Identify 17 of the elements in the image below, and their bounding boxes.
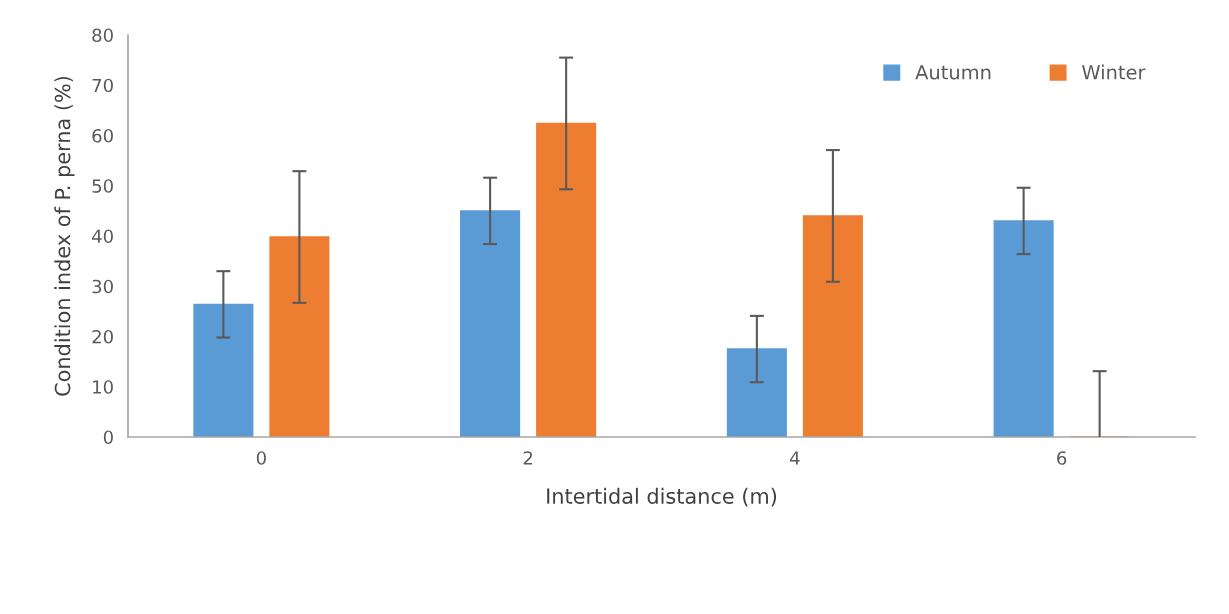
legend-label: Autumn (915, 65, 991, 80)
y-axis-title: Condition index of P. perna (%) (54, 76, 75, 396)
x-tick-label: 2 (523, 451, 533, 465)
x-axis-title: Intertidal distance (m) (547, 487, 777, 507)
y-tick-label: 50 (92, 179, 113, 193)
x-tick-label: 6 (1057, 451, 1067, 465)
legend-label: Winter (1082, 64, 1146, 80)
y-tick-label: 10 (93, 380, 113, 394)
y-tick-label: 40 (92, 229, 113, 244)
y-tick-label: 70 (92, 78, 113, 93)
y-tick-label: 80 (92, 28, 113, 43)
y-tick-label: 30 (92, 279, 113, 294)
x-tick-label: 4 (790, 451, 800, 465)
x-tick-label: 0 (256, 451, 266, 465)
y-tick-label: 20 (92, 329, 113, 344)
y-tick-label: 60 (92, 128, 113, 143)
y-tick-label: 0 (103, 430, 113, 445)
